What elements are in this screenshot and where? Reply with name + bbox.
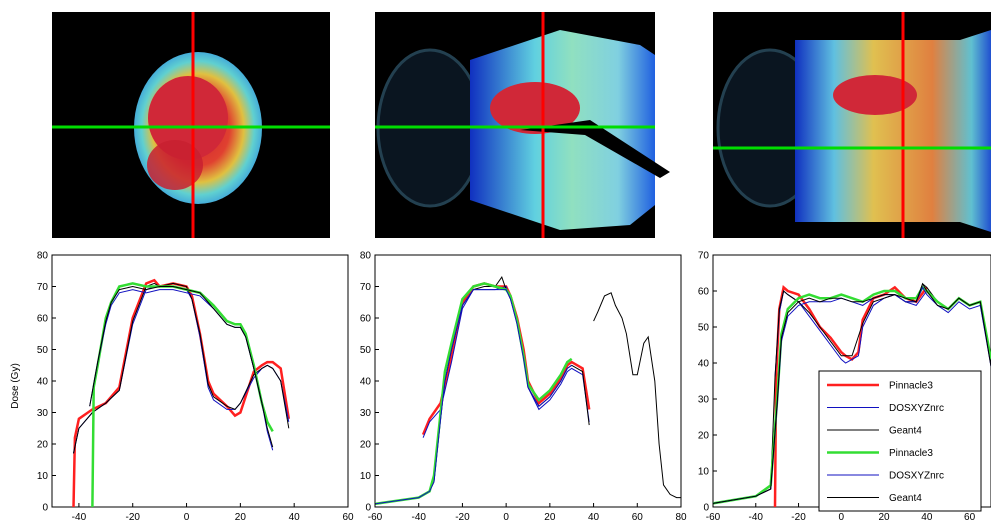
y-tick-label: 30 (360, 408, 372, 419)
x-tick-label: 20 (235, 512, 247, 523)
dose-map-2-hotspot (490, 82, 580, 134)
y-tick-label: 20 (698, 431, 710, 442)
legend-label: Geant4 (889, 493, 922, 504)
y-tick-label: 30 (37, 408, 49, 419)
x-tick-label: 20 (544, 512, 556, 523)
series-line-geant4 (73, 282, 290, 454)
x-tick-label: -60 (706, 512, 721, 523)
x-tick-label: 20 (879, 512, 891, 523)
x-tick-label: 60 (964, 512, 976, 523)
y-tick-label: 50 (360, 345, 372, 356)
y-tick-label: 40 (698, 359, 710, 370)
y-tick-label: 40 (37, 377, 49, 388)
series-line-dosxyznrc (713, 286, 991, 504)
y-tick-label: 10 (37, 471, 49, 482)
y-tick-label: 60 (698, 287, 710, 298)
profile-plot-1: -40 -20 0 20 40 60 0 10 20 30 40 50 60 70 80 (37, 251, 354, 524)
series-line-geant4 (89, 285, 274, 448)
y-axis-label: Dose (Gy) (10, 363, 21, 409)
y-tick-label: 10 (698, 467, 710, 478)
legend-label: DOSXYZnrc (889, 403, 944, 414)
series-line-pinnacle3 (773, 285, 928, 507)
y-tick-label: 20 (37, 440, 49, 451)
y-tick-label: 40 (360, 377, 372, 388)
x-tick-label: 60 (342, 512, 354, 523)
dose-map-1-hotspot (148, 76, 228, 160)
series-line-pinnacle3 (713, 285, 991, 505)
legend-box (818, 370, 982, 512)
legend-label: Pinnacle3 (889, 381, 933, 392)
x-tick-label: 60 (632, 512, 644, 523)
dose-map-3-body (795, 30, 991, 232)
legend-label: Geant4 (889, 426, 922, 437)
x-tick-label: 0 (184, 512, 190, 523)
x-tick-label: -20 (126, 512, 141, 523)
y-tick-label: 80 (360, 251, 372, 262)
x-tick-label: 0 (503, 512, 509, 523)
dose-map-2-cavity (520, 120, 670, 178)
legend-label: Pinnacle3 (889, 448, 933, 459)
y-tick-label: 10 (360, 471, 372, 482)
x-tick-label: -20 (455, 512, 470, 523)
dose-map-3 (713, 12, 991, 238)
y-tick-label: 50 (698, 323, 710, 334)
dose-map-1-hotspot (147, 140, 203, 190)
y-tick-label: 60 (360, 314, 372, 325)
y-tick-label: 80 (37, 251, 49, 262)
legend-label: DOSXYZnrc (889, 471, 944, 482)
x-tick-label: 40 (921, 512, 933, 523)
y-tick-label: 0 (42, 503, 48, 514)
x-tick-label: -20 (791, 512, 806, 523)
y-tick-label: 70 (360, 282, 372, 293)
y-tick-label: 50 (37, 345, 49, 356)
series-line-geant4 (593, 292, 681, 499)
x-tick-label: -40 (411, 512, 426, 523)
legend: Pinnacle3 DOSXYZnrc Geant4 Pinnacle3 DOSXYZn… (818, 370, 982, 512)
series-line-dosxyznrc (375, 289, 572, 505)
x-tick-label: 40 (588, 512, 600, 523)
y-tick-label: 30 (698, 395, 710, 406)
y-tick-label: 0 (703, 503, 709, 514)
profile-plot-2: -60 -40 -20 0 20 40 60 80 0 10 20 30 40 50 60 70 80 (360, 251, 687, 524)
y-tick-label: 70 (37, 282, 49, 293)
y-tick-label: 0 (365, 503, 371, 514)
series-line-geant4 (713, 282, 991, 504)
y-tick-label: 60 (37, 314, 49, 325)
x-tick-label: 80 (675, 512, 687, 523)
dose-map-2 (375, 12, 670, 238)
x-tick-label: 40 (289, 512, 301, 523)
y-tick-label: 70 (698, 251, 710, 262)
dose-map-1 (52, 12, 330, 238)
series-line-pinnacle3 (375, 282, 573, 506)
dose-map-3-hotspot (833, 75, 917, 115)
x-tick-label: 0 (839, 512, 845, 523)
x-tick-label: -60 (368, 512, 383, 523)
x-tick-label: -40 (72, 512, 87, 523)
x-tick-label: -40 (749, 512, 764, 523)
plot-frame (51, 254, 349, 508)
y-tick-label: 20 (360, 440, 372, 451)
